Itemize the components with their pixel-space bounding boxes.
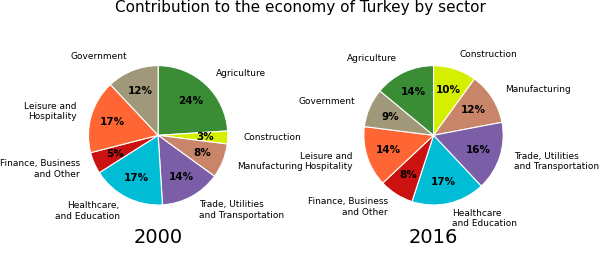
X-axis label: 2016: 2016 [409, 228, 458, 247]
Wedge shape [434, 122, 503, 186]
Text: 12%: 12% [461, 105, 486, 115]
Text: Finance, Business
and Other: Finance, Business and Other [308, 198, 388, 217]
Text: Healthcare,
and Education: Healthcare, and Education [55, 201, 119, 221]
Wedge shape [158, 135, 227, 176]
Text: 14%: 14% [376, 145, 401, 155]
Wedge shape [88, 84, 158, 153]
Text: 17%: 17% [431, 177, 457, 187]
Text: 14%: 14% [169, 172, 194, 182]
Wedge shape [158, 66, 227, 135]
Text: Agriculture: Agriculture [217, 69, 266, 78]
Text: Trade, Utilities
and Transportation: Trade, Utilities and Transportation [514, 152, 599, 171]
Wedge shape [380, 66, 434, 135]
Text: 10%: 10% [436, 85, 461, 95]
Wedge shape [91, 135, 158, 173]
Wedge shape [110, 66, 158, 135]
X-axis label: 2000: 2000 [134, 228, 182, 247]
Wedge shape [434, 66, 475, 135]
Text: Finance, Business
and Other: Finance, Business and Other [0, 159, 80, 179]
Text: Leisure and
Hospitality: Leisure and Hospitality [24, 102, 76, 121]
Text: Government: Government [70, 52, 127, 61]
Text: Agriculture: Agriculture [347, 54, 397, 63]
Wedge shape [99, 135, 163, 205]
Wedge shape [158, 131, 228, 144]
Text: 17%: 17% [100, 117, 125, 127]
Wedge shape [412, 135, 481, 205]
Text: 12%: 12% [128, 86, 153, 96]
Text: 16%: 16% [466, 145, 491, 155]
Text: 9%: 9% [381, 111, 399, 121]
Wedge shape [383, 135, 434, 202]
Text: 3%: 3% [197, 132, 214, 142]
Text: 8%: 8% [193, 148, 211, 158]
Text: Manufacturing: Manufacturing [237, 162, 303, 171]
Text: Healthcare
and Education: Healthcare and Education [452, 209, 517, 228]
Text: Construction: Construction [243, 133, 301, 143]
Text: 24%: 24% [178, 96, 203, 106]
Text: 8%: 8% [399, 170, 417, 180]
Text: Trade, Utilities
and Transportation: Trade, Utilities and Transportation [199, 200, 284, 219]
Wedge shape [364, 91, 434, 135]
Wedge shape [364, 126, 434, 183]
Text: Government: Government [299, 97, 356, 106]
Wedge shape [158, 135, 214, 205]
Text: Contribution to the economy of Turkey by sector: Contribution to the economy of Turkey by… [115, 0, 485, 15]
Text: Manufacturing: Manufacturing [505, 85, 571, 94]
Text: 5%: 5% [106, 149, 124, 159]
Text: 17%: 17% [124, 173, 149, 183]
Wedge shape [434, 79, 502, 135]
Text: Leisure and
Hospitality: Leisure and Hospitality [300, 152, 353, 171]
Text: 14%: 14% [401, 87, 426, 98]
Text: Construction: Construction [460, 50, 518, 59]
